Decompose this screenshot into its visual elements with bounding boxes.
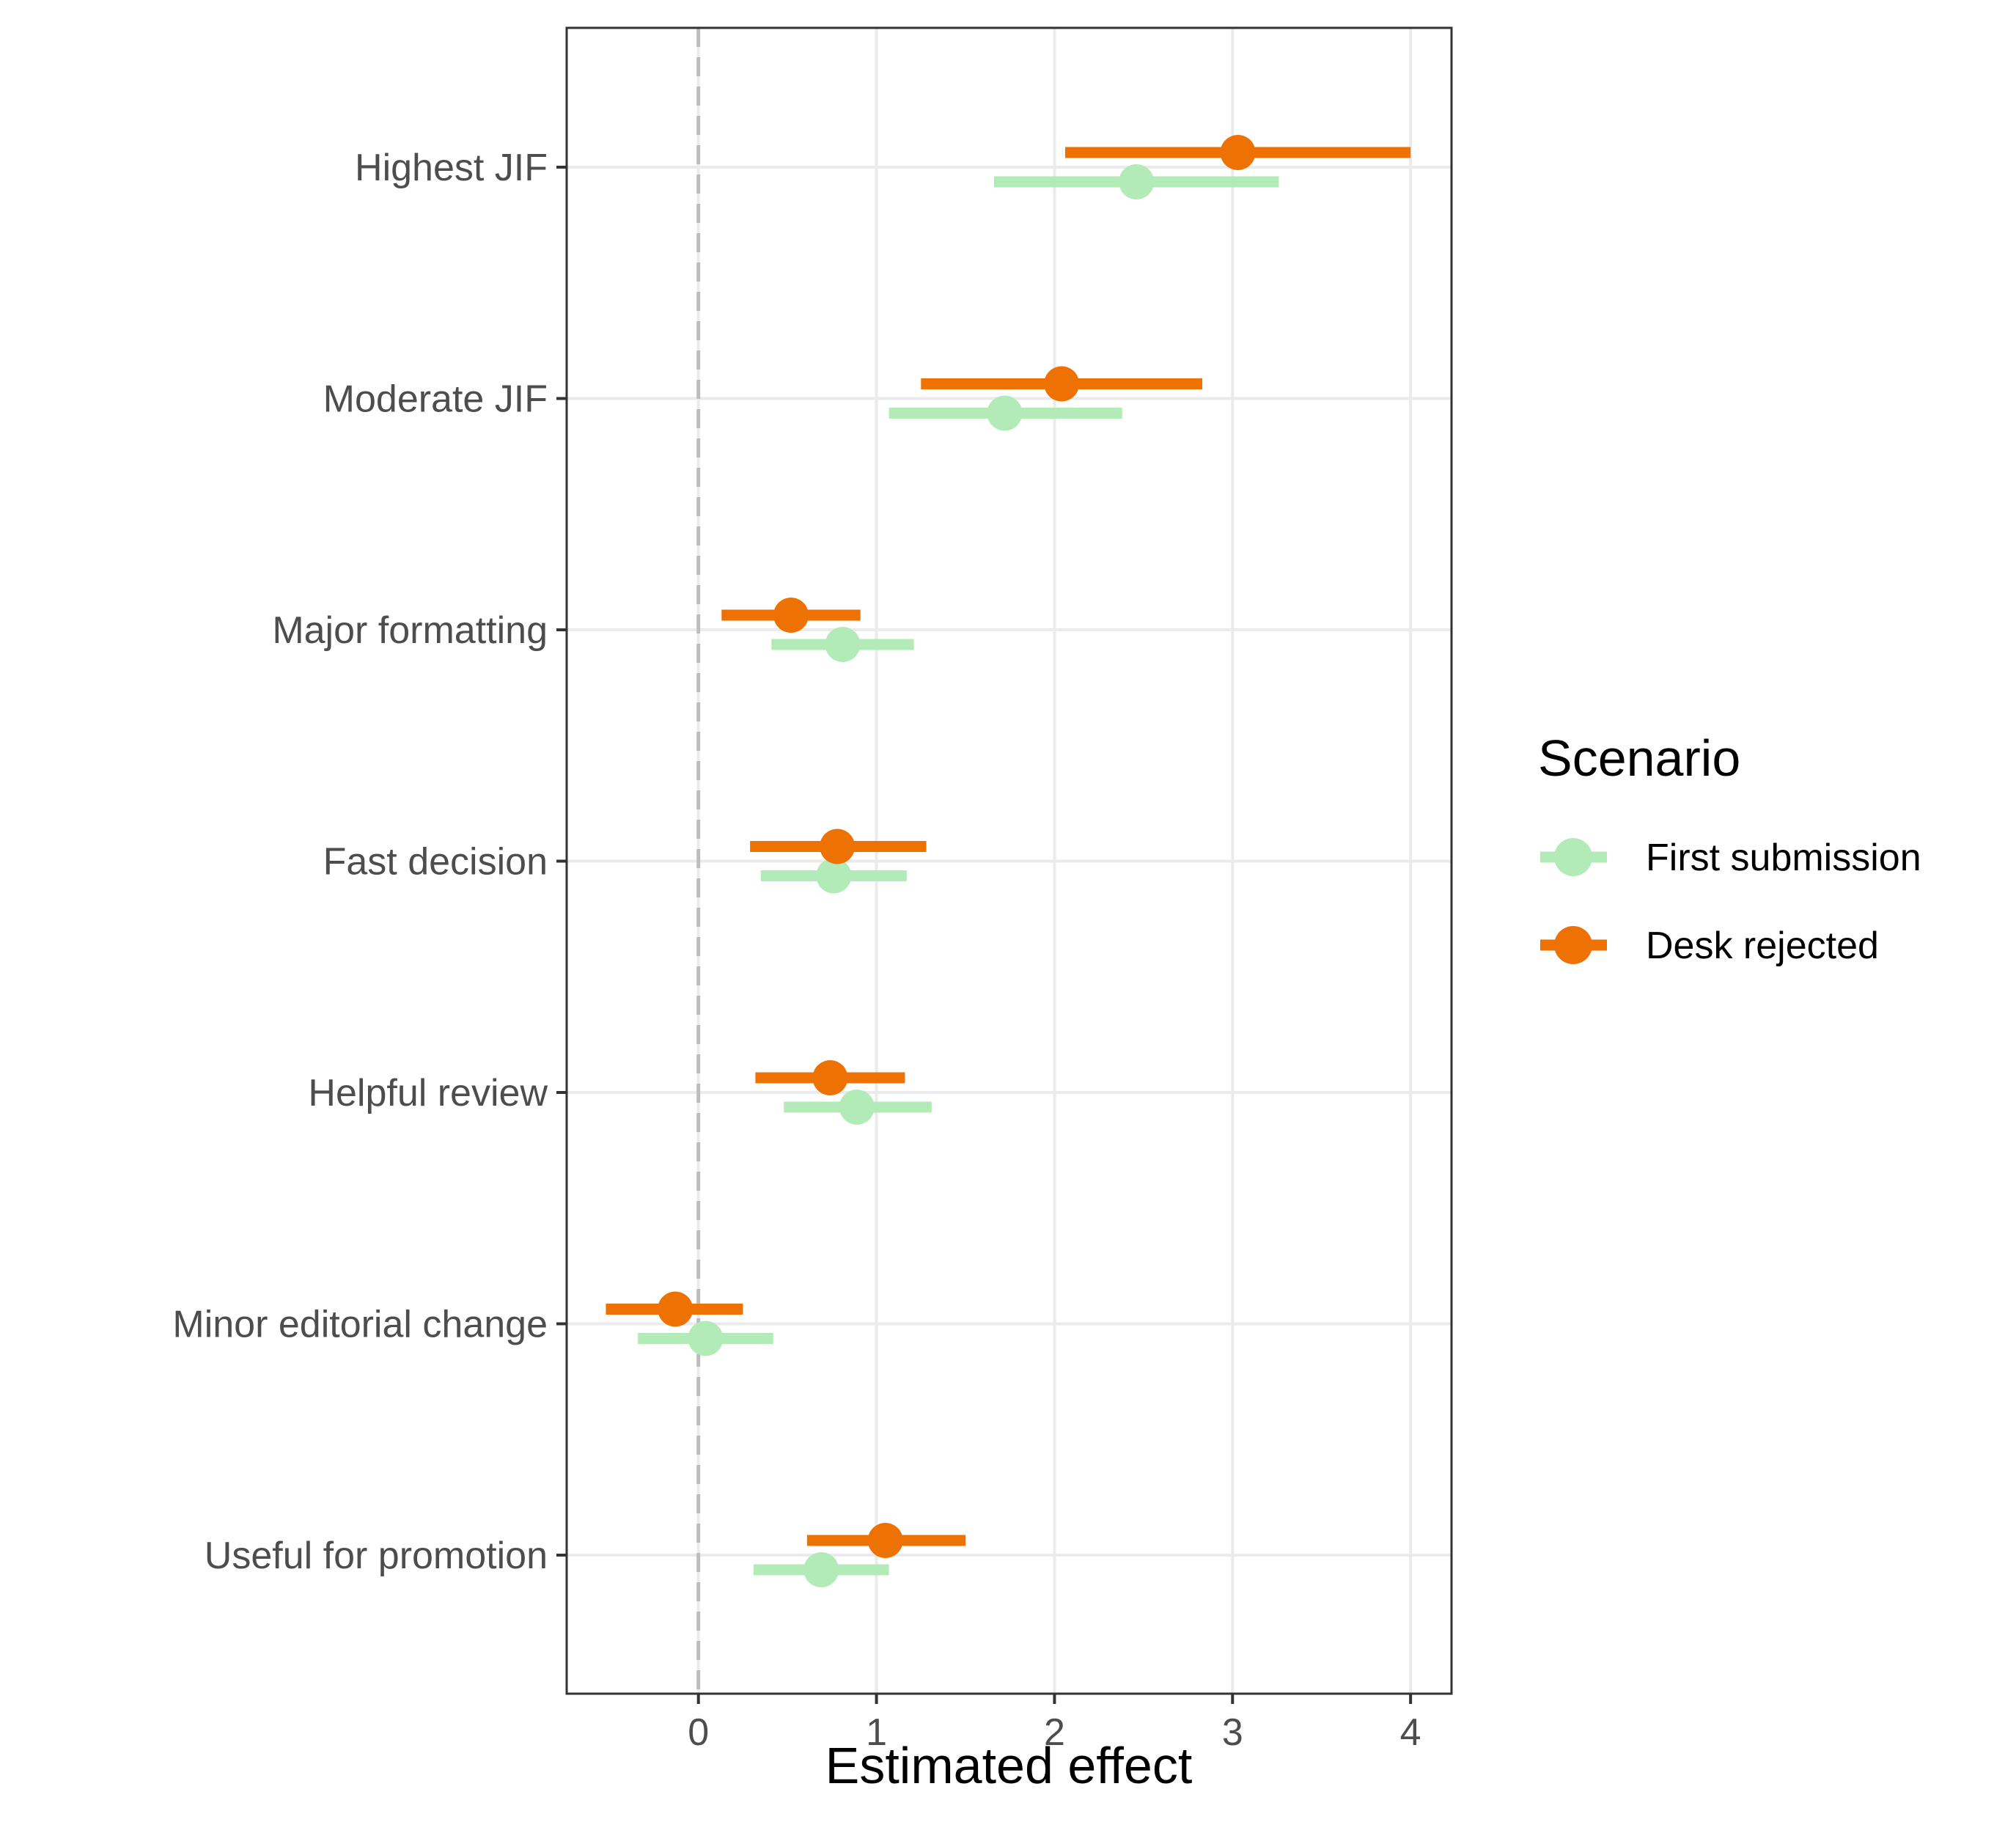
legend: Scenario First submission Desk rejected	[1538, 730, 1921, 967]
y-tick-label: Minor editorial change	[172, 1304, 548, 1346]
y-tick-label: Moderate JIF	[323, 378, 548, 421]
point-first-submission-highest-jif	[1119, 164, 1155, 199]
point-desk-rejected-helpful-review	[812, 1060, 848, 1095]
y-axis: Highest JIF Moderate JIF Major formatting F…	[172, 147, 567, 1577]
point-desk-rejected-minor-editorial-change	[658, 1291, 694, 1327]
point-desk-rejected-moderate-jif	[1044, 366, 1080, 402]
point-first-submission-useful-for-promotion	[803, 1552, 839, 1587]
point-desk-rejected-major-formatting	[773, 598, 809, 633]
x-tick-label: 1	[866, 1711, 887, 1754]
series-first-submission	[638, 164, 1279, 1587]
point-first-submission-minor-editorial-change	[688, 1320, 724, 1356]
point-first-submission-moderate-jif	[987, 395, 1023, 431]
x-axis: 0 1 2 3 4	[688, 1694, 1421, 1754]
point-desk-rejected-fast-decision	[820, 829, 856, 864]
y-tick-label: Useful for promotion	[205, 1535, 548, 1577]
x-tick-label: 4	[1400, 1711, 1421, 1754]
legend-title: Scenario	[1538, 730, 1740, 787]
y-tick-label: Major formatting	[272, 609, 548, 652]
x-axis-title: Estimated effect	[825, 1737, 1193, 1794]
point-first-submission-fast-decision	[816, 858, 852, 894]
x-tick-label: 3	[1222, 1711, 1243, 1754]
legend-label-desk-rejected: Desk rejected	[1646, 925, 1879, 967]
x-tick-label: 2	[1044, 1711, 1065, 1754]
legend-key-point-desk-rejected	[1554, 926, 1592, 964]
y-tick-label: Highest JIF	[355, 147, 548, 189]
y-tick-label: Helpful review	[308, 1072, 548, 1114]
legend-key-point-first-submission	[1554, 838, 1592, 876]
point-desk-rejected-highest-jif	[1220, 135, 1256, 170]
x-tick-label: 0	[688, 1711, 709, 1754]
legend-label-first-submission: First submission	[1646, 837, 1921, 879]
point-first-submission-major-formatting	[825, 627, 861, 662]
point-desk-rejected-useful-for-promotion	[867, 1523, 903, 1558]
series-marks	[606, 135, 1411, 1587]
y-tick-label: Fast decision	[323, 841, 548, 884]
point-first-submission-helpful-review	[839, 1090, 875, 1125]
series-desk-rejected	[606, 135, 1411, 1558]
